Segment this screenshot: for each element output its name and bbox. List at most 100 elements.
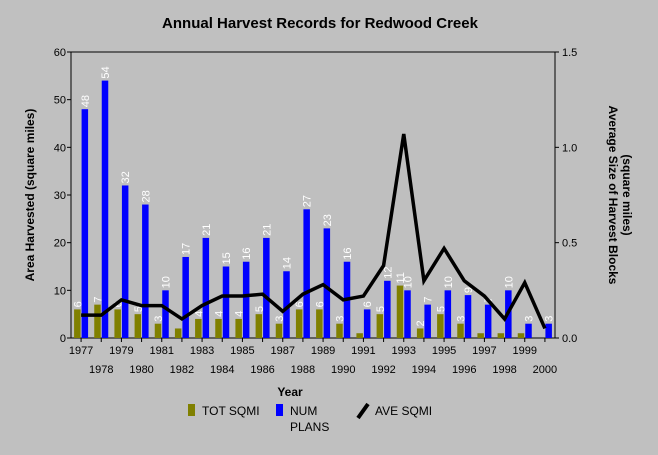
legend-swatch-tot-sqmi xyxy=(188,404,195,416)
x-tick-1982: 1982 xyxy=(170,364,194,376)
label-num-plans-1991: 6 xyxy=(362,301,374,307)
bar-tot-sqmi-1977 xyxy=(74,309,81,338)
x-tick-1984: 1984 xyxy=(210,364,234,376)
label-tot-sqmi-1984: 4 xyxy=(214,311,226,317)
bar-num-plans-1995 xyxy=(444,290,452,338)
label-num-plans-1986: 21 xyxy=(261,224,273,236)
label-num-plans-1979: 32 xyxy=(120,171,132,183)
x-tick-1987: 1987 xyxy=(271,345,295,357)
x-tick-1985: 1985 xyxy=(230,345,254,357)
label-num-plans-1978: 54 xyxy=(100,66,112,78)
bar-num-plans-1989 xyxy=(323,228,331,338)
bar-num-plans-1988 xyxy=(303,209,310,338)
x-tick-1988: 1988 xyxy=(291,364,315,376)
label-num-plans-1992: 12 xyxy=(382,267,394,279)
x-tick-2000: 2000 xyxy=(533,364,557,376)
label-tot-sqmi-1980: 5 xyxy=(133,306,145,312)
label-tot-sqmi-1987: 3 xyxy=(274,316,286,322)
y-tick-10: 10 xyxy=(54,285,66,297)
bar-tot-sqmi-1994 xyxy=(416,328,424,338)
bar-num-plans-1977 xyxy=(81,109,89,338)
y2-tick-1.0: 1.0 xyxy=(562,142,577,154)
bar-tot-sqmi-1997 xyxy=(477,333,484,338)
legend-label-num-plans-line2: PLANS xyxy=(290,420,329,434)
bar-num-plans-2000 xyxy=(545,323,552,338)
bar-num-plans-1993 xyxy=(404,290,411,338)
y-axis-title: Area Harvested (square miles) xyxy=(23,109,37,282)
legend-swatch-num-plans xyxy=(276,404,283,416)
x-tick-1994: 1994 xyxy=(412,364,436,376)
y2-axis-title-line2: (square miles) xyxy=(620,154,634,235)
x-tick-1992: 1992 xyxy=(371,364,395,376)
line-ave-sqmi xyxy=(81,133,547,330)
label-tot-sqmi-1988: 6 xyxy=(294,301,306,307)
x-tick-1996: 1996 xyxy=(452,364,476,376)
x-tick-1989: 1989 xyxy=(311,345,335,357)
label-tot-sqmi-1979: 6 xyxy=(113,301,125,307)
bar-num-plans-1994 xyxy=(424,304,431,338)
label-tot-sqmi-1983: 4 xyxy=(193,311,205,317)
bar-tot-sqmi-1988 xyxy=(295,309,303,338)
bar-tot-sqmi-1987 xyxy=(275,323,283,338)
bar-num-plans-1987 xyxy=(283,271,290,338)
label-tot-sqmi-1994: 2 xyxy=(415,320,427,326)
label-num-plans-1993: 10 xyxy=(403,276,415,288)
line-layer xyxy=(81,133,547,330)
label-num-plans-1987: 14 xyxy=(282,257,294,269)
label-tot-sqmi-1986: 5 xyxy=(254,306,266,312)
x-tick-1979: 1979 xyxy=(109,345,133,357)
label-num-plans-1998: 10 xyxy=(503,276,515,288)
label-num-plans-1988: 27 xyxy=(302,195,314,207)
label-tot-sqmi-1978: 7 xyxy=(93,297,105,303)
x-axis: 1977 1978 1979 1980 1981 1982 1983 1984 1985 1986… xyxy=(69,338,557,376)
y2-tick-1.5: 1.5 xyxy=(562,47,577,59)
legend: TOT SQMI NUM PLANS AVE SQMI xyxy=(188,402,432,434)
bar-num-plans-1980 xyxy=(142,204,149,338)
label-num-plans-1989: 23 xyxy=(322,214,334,226)
label-num-plans-1977: 48 xyxy=(80,95,92,107)
label-num-plans-1981: 10 xyxy=(161,276,173,288)
x-tick-1981: 1981 xyxy=(150,345,174,357)
legend-swatch-ave-sqmi xyxy=(356,402,370,420)
x-tick-1995: 1995 xyxy=(432,345,456,357)
y-tick-60: 60 xyxy=(54,47,66,59)
legend-label-ave-sqmi: AVE SQMI xyxy=(375,404,432,418)
bar-num-plans-1979 xyxy=(121,185,129,338)
bar-tot-sqmi-1979 xyxy=(114,309,121,338)
legend-label-tot-sqmi: TOT SQMI xyxy=(202,404,260,418)
x-tick-1986: 1986 xyxy=(250,364,274,376)
bar-tot-sqmi-1995 xyxy=(437,314,444,338)
chart-title: Annual Harvest Records for Redwood Creek xyxy=(162,15,479,32)
bar-tot-sqmi-1982 xyxy=(174,328,182,338)
x-tick-1993: 1993 xyxy=(392,345,416,357)
bar-tot-sqmi-1992 xyxy=(376,314,384,338)
bar-tot-sqmi-1985 xyxy=(235,318,242,338)
bar-num-plans-1999 xyxy=(525,323,532,338)
x-tick-1983: 1983 xyxy=(190,345,214,357)
x-tick-1999: 1999 xyxy=(513,345,537,357)
y-tick-20: 20 xyxy=(54,238,66,250)
bar-num-plans-1996 xyxy=(464,295,472,338)
label-num-plans-1985: 16 xyxy=(241,247,253,259)
bar-labels-layer: 6487546325283101742141541652131462762331… xyxy=(72,66,555,326)
y-tick-40: 40 xyxy=(54,142,66,154)
bar-num-plans-1983 xyxy=(202,237,210,338)
x-tick-1991: 1991 xyxy=(351,345,375,357)
bar-tot-sqmi-1993 xyxy=(396,285,404,338)
bar-tot-sqmi-1991 xyxy=(356,333,363,338)
bar-num-plans-1984 xyxy=(222,266,230,338)
label-num-plans-2000: 3 xyxy=(544,316,556,322)
legend-label-num-plans-line1: NUM xyxy=(290,404,317,418)
x-tick-1978: 1978 xyxy=(89,364,113,376)
label-num-plans-1999: 3 xyxy=(524,316,536,322)
bar-tot-sqmi-1990 xyxy=(336,323,343,338)
bar-num-plans-1985 xyxy=(242,261,250,338)
bar-tot-sqmi-1984 xyxy=(215,318,222,338)
y-tick-50: 50 xyxy=(54,95,66,107)
label-num-plans-1980: 28 xyxy=(140,190,152,202)
x-axis-title: Year xyxy=(277,385,303,399)
label-tot-sqmi-1989: 6 xyxy=(314,301,326,307)
bar-num-plans-1997 xyxy=(484,304,492,338)
bar-tot-sqmi-1989 xyxy=(316,309,323,338)
y2-tick-0.0: 0.0 xyxy=(562,333,577,345)
